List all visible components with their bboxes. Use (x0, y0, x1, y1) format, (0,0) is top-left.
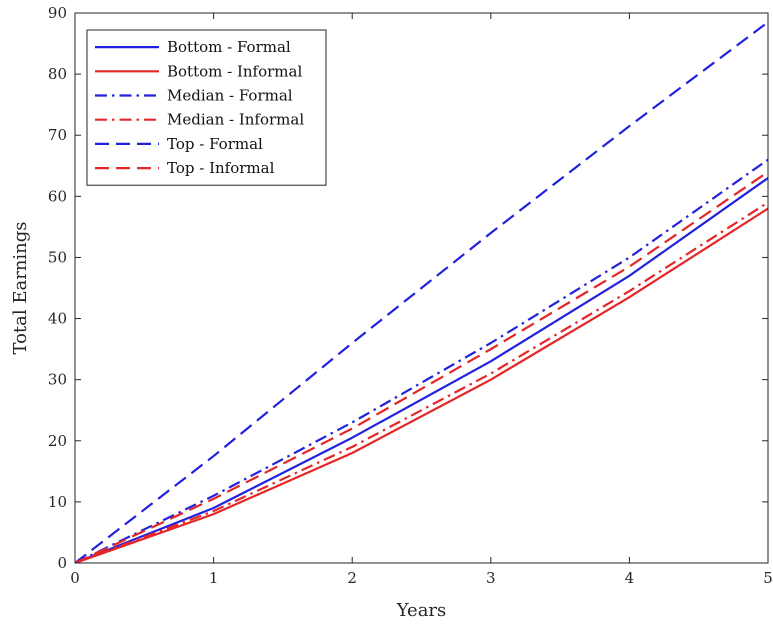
y-tick-label: 90 (48, 4, 67, 22)
legend-label: Bottom - Formal (167, 38, 291, 56)
legend-box (86, 29, 327, 186)
series-line-1 (75, 177, 768, 563)
y-tick-label: 80 (48, 65, 67, 83)
legend-label: Median - Formal (167, 87, 293, 105)
x-tick-label: 2 (347, 569, 357, 587)
y-tick-label: 10 (48, 493, 67, 511)
y-axis-title: Total Earnings (10, 221, 31, 354)
y-tick-label: 60 (48, 187, 67, 205)
legend-label: Median - Informal (167, 111, 304, 129)
series-line-2 (75, 207, 768, 563)
legend-label: Top - Formal (167, 135, 263, 153)
series-line-6 (75, 170, 768, 563)
y-tick-label: 40 (48, 310, 67, 328)
y-tick-label: 30 (48, 371, 67, 389)
y-tick-label: 0 (57, 554, 67, 572)
legend-label: Bottom - Informal (167, 62, 302, 80)
y-tick-label: 50 (48, 248, 67, 266)
axes-box (74, 12, 769, 564)
x-axis-title: Years (396, 600, 447, 621)
legend-label: Top - Informal (167, 159, 275, 177)
y-tick-label: 70 (48, 126, 67, 144)
axes-layer (74, 12, 769, 564)
x-tick-label: 4 (625, 569, 635, 587)
series-line-4 (75, 201, 768, 563)
series-line-5 (75, 21, 768, 563)
series-line-3 (75, 158, 768, 563)
series-layer (75, 21, 768, 563)
legend: Bottom - Formal Bottom - Informal Median -… (86, 29, 327, 186)
x-tick-label: 3 (486, 569, 496, 587)
x-tick-label: 0 (70, 569, 80, 587)
x-tick-label: 5 (763, 569, 773, 587)
y-tick-label: 20 (48, 432, 67, 450)
x-tick-label: 1 (209, 569, 219, 587)
